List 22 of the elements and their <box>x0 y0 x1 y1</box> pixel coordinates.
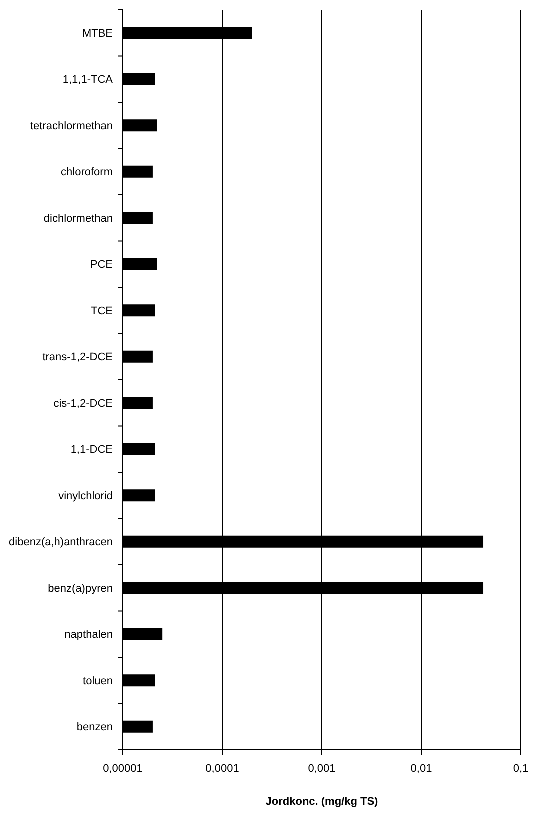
y-tick-label: MTBE <box>82 28 113 40</box>
x-tick-label: 0,01 <box>410 763 432 775</box>
y-tick-label: dichlormethan <box>44 212 113 225</box>
y-tick-label: benz(a)pyren <box>48 582 113 595</box>
y-tick-label: toluen <box>83 675 113 688</box>
y-tick-label: 1,1-DCE <box>70 444 113 456</box>
x-axis-title: Jordkonc. (mg/kg TS) <box>266 796 379 808</box>
y-tick-label: napthalen <box>64 629 113 642</box>
y-tick-label: dibenz(a,h)anthracen <box>9 536 113 549</box>
x-tick-label: 0,0001 <box>206 763 240 775</box>
y-tick-label: trans-1,2-DCE <box>42 352 113 364</box>
y-tick-label: PCE <box>90 259 113 272</box>
y-tick-label: TCE <box>91 305 113 318</box>
x-tick-label: 0,00001 <box>103 763 143 775</box>
y-tick-label: cis-1,2-DCE <box>54 398 113 410</box>
y-tick-label: tetrachlormethan <box>30 120 113 132</box>
y-tick-label: 1,1,1-TCA <box>62 74 114 86</box>
y-tick-label: chloroform <box>61 166 113 179</box>
x-tick-label: 0,1 <box>513 763 529 775</box>
y-tick-label: vinylchlorid <box>58 490 113 502</box>
y-tick-label: benzen <box>76 722 113 734</box>
x-tick-label: 0,001 <box>308 763 336 775</box>
